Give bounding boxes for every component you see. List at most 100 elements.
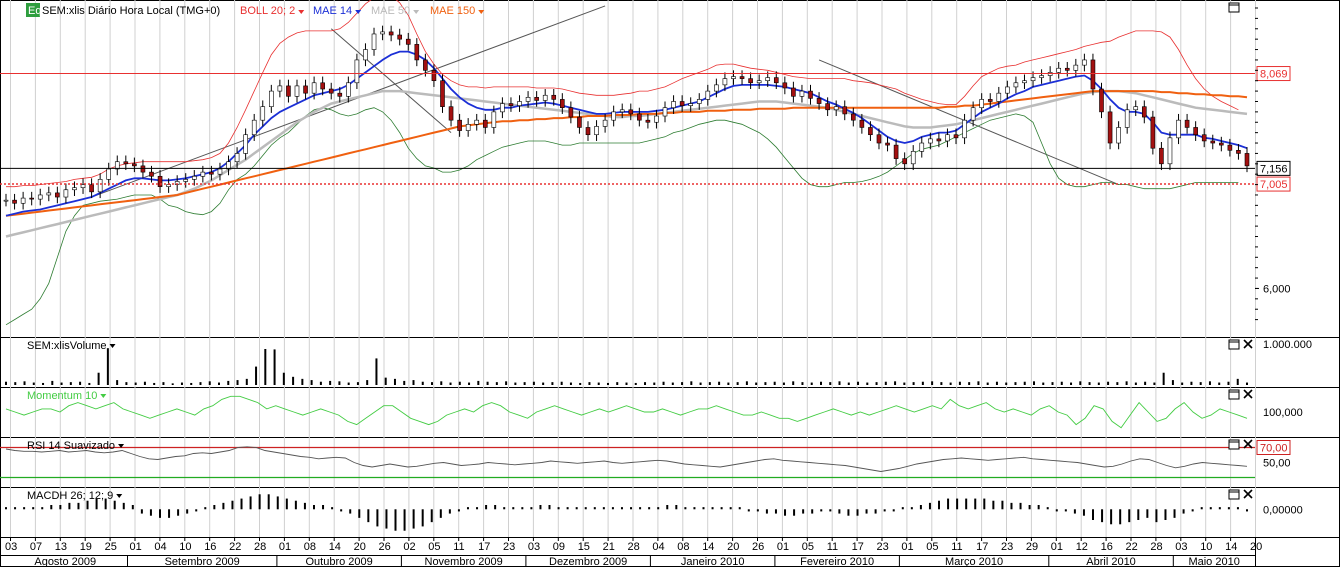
candle-up (166, 184, 171, 187)
candle-up (500, 103, 505, 113)
candle-down (791, 87, 796, 97)
x-tick-label-14: 14 (702, 541, 714, 553)
momentum-panel-title[interactable]: Momentum 10 (27, 390, 97, 402)
candle-down (303, 85, 308, 94)
candle-down (851, 113, 856, 121)
candle-up (1056, 67, 1062, 73)
x-tick-label-16: 16 (1101, 541, 1113, 553)
month-label: Setembro 2009 (165, 556, 240, 567)
x-tick-label-25: 25 (105, 541, 117, 553)
chevron-down-icon (118, 444, 125, 448)
month-label: Março 2010 (945, 556, 1003, 567)
candle-up (1116, 127, 1121, 144)
legend-mae50[interactable]: MAE 50 (371, 5, 410, 17)
rsi-panel-title[interactable]: RSI 14 Suavizado (27, 440, 115, 452)
candle-up (731, 76, 736, 79)
legend-mae14[interactable]: MAE 14 (313, 5, 352, 17)
candle-down (89, 184, 94, 193)
candle-up (517, 101, 522, 106)
candle-up (80, 184, 86, 188)
rsi-series (5, 446, 1248, 472)
mae150-line (5, 90, 1248, 217)
macdh-panel-title[interactable]: MACDH 26; 12; 9 (27, 490, 113, 502)
candle-down (320, 82, 325, 90)
candle-down (1064, 67, 1070, 71)
candle-up (765, 77, 771, 82)
candle-up (226, 161, 231, 170)
maximize-icon[interactable] (1228, 439, 1240, 450)
candle-down (55, 192, 60, 198)
candle-down (209, 171, 214, 175)
candle-up (910, 151, 916, 165)
candle-down (397, 34, 402, 40)
candle-up (294, 85, 300, 97)
price-legend[interactable]: Eq SEM:xlis Diário Hora Local (TMG+0) BO… (26, 3, 485, 17)
candle-up (491, 111, 497, 128)
candle-up (1030, 77, 1036, 82)
candle-up (3, 199, 9, 202)
maximize-icon[interactable] (1228, 489, 1240, 500)
eq-badge (26, 3, 40, 17)
x-tick-label-04: 04 (652, 541, 664, 553)
candle-up (611, 111, 616, 121)
maximize-icon[interactable] (1228, 389, 1240, 400)
price-panel-title[interactable]: SEM:xlis Diário Hora Local (TMG+0) (42, 5, 220, 17)
x-tick-label-21: 21 (603, 541, 615, 553)
candle-down (431, 70, 437, 82)
candle-down (816, 98, 822, 104)
legend-mae150[interactable]: MAE 150 (430, 5, 475, 17)
candle-down (808, 90, 813, 99)
candle-up (1039, 75, 1044, 78)
candle-down (1184, 119, 1190, 128)
x-tick-label-19: 19 (80, 541, 92, 553)
panel-controls[interactable] (1228, 2, 1253, 500)
candle-up (251, 119, 257, 136)
x-tick-label-03: 03 (528, 541, 540, 553)
x-tick-label-26: 26 (379, 541, 391, 553)
y-tick-label: 6,000 (1263, 283, 1291, 295)
candle-up (346, 82, 351, 97)
volume-y-label: 1.000.000 (1263, 339, 1312, 351)
candle-up (191, 175, 197, 180)
candle-up (277, 85, 283, 92)
candle-down (388, 31, 394, 36)
candle-down (936, 138, 942, 142)
candle-up (996, 92, 1002, 102)
candle-up (594, 126, 599, 136)
candle-up (799, 90, 805, 97)
candle-down (423, 59, 428, 71)
x-tick-label-23: 23 (503, 541, 515, 553)
x-tick-label-11: 11 (951, 541, 962, 553)
candle-up (1133, 106, 1139, 111)
chevron-down-icon (298, 10, 305, 14)
maximize-icon[interactable] (1228, 339, 1240, 350)
candle-down (1201, 134, 1207, 142)
candle-up (234, 153, 240, 163)
candle-down (1150, 116, 1156, 149)
trendline-down-1 (330, 28, 452, 134)
candle-down (149, 171, 154, 177)
candle-up (722, 78, 728, 86)
maximize-icon[interactable] (1228, 2, 1240, 13)
candle-down (286, 85, 291, 97)
candle-up (1176, 119, 1181, 139)
candle-down (328, 88, 334, 94)
candle-up (1013, 82, 1019, 88)
candle-up (72, 187, 77, 191)
legend-boll[interactable]: BOLL 20; 2 (240, 5, 295, 17)
moving-averages (5, 50, 1248, 238)
candle-down (859, 119, 865, 128)
candle-up (970, 107, 976, 121)
x-tick-label-16: 16 (204, 541, 216, 553)
candle-up (269, 90, 274, 107)
x-tick-label-11: 11 (827, 541, 838, 553)
macdh-y-label: 0,00000 (1263, 504, 1303, 516)
candle-down (12, 199, 17, 204)
volume-panel-title[interactable]: SEM:xlisVolume (27, 340, 106, 352)
candle-up (602, 119, 608, 127)
sub-panel-titles[interactable]: SEM:xlisVolume Momentum 10 RSI 14 Suaviz… (27, 340, 125, 502)
chevron-down-icon (100, 394, 107, 398)
vertical-gridlines (10, 0, 1256, 537)
candle-down (1107, 111, 1113, 144)
x-tick-label-01: 01 (130, 541, 142, 553)
